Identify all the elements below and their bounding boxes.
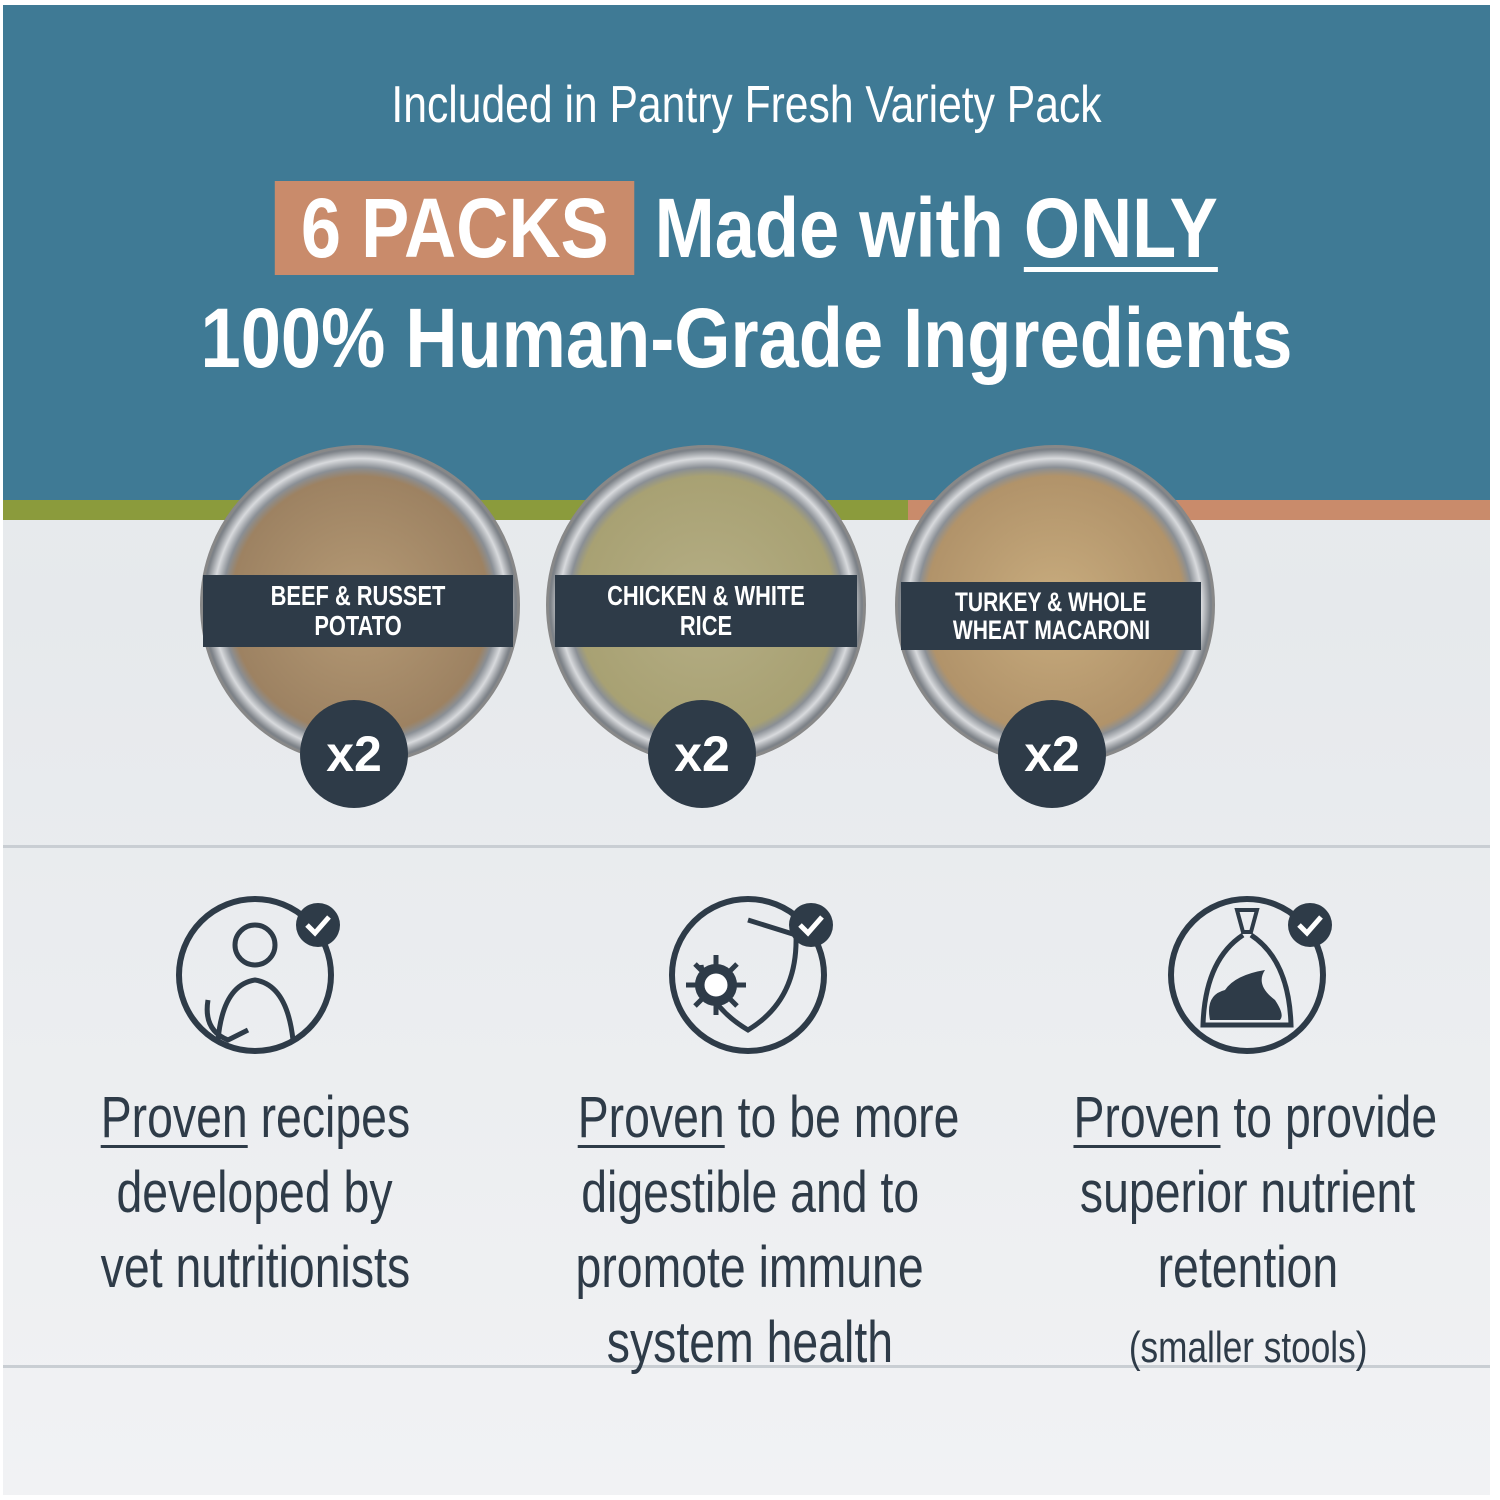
quantity-badge-beef: x2: [300, 700, 408, 808]
quantity-badge-turkey: x2: [998, 700, 1106, 808]
headline-emphasis: ONLY: [1023, 181, 1218, 275]
recipe-label-chicken: CHICKEN & WHITE RICE: [555, 575, 857, 647]
headline-line1: 6 PACKS Made with ONLY: [107, 180, 1386, 277]
headline-text: Made with: [654, 181, 1004, 275]
subtitle: Included in Pantry Fresh Variety Pack: [391, 76, 1102, 134]
shield-virus-check-icon: [669, 896, 833, 1054]
product-infographic: Included in Pantry Fresh Variety Pack 6 …: [3, 5, 1490, 1495]
recipe-label-beef: BEEF & RUSSET POTATO: [203, 575, 513, 647]
header-banner: Included in Pantry Fresh Variety Pack 6 …: [3, 5, 1490, 500]
wood-plank-divider: [3, 845, 1490, 848]
feature-vet-recipes: Proven recipes developed by vet nutritio…: [100, 1085, 410, 1300]
recipe-label-turkey: TURKEY & WHOLE WHEAT MACARONI: [901, 582, 1201, 650]
waste-bag-check-icon: [1168, 896, 1332, 1054]
headline-line2: 100% Human-Grade Ingredients: [200, 291, 1293, 385]
feature-digestible: Proven to be more digestible and to prom…: [575, 1085, 960, 1375]
quantity-badge-chicken: x2: [648, 700, 756, 808]
feature-nutrient-retention: Proven to provide superior nutrient rete…: [1073, 1085, 1438, 1372]
wood-plank-divider: [3, 1365, 1490, 1368]
packs-badge: 6 PACKS: [275, 181, 635, 275]
vet-with-dog-check-icon: [176, 896, 340, 1054]
